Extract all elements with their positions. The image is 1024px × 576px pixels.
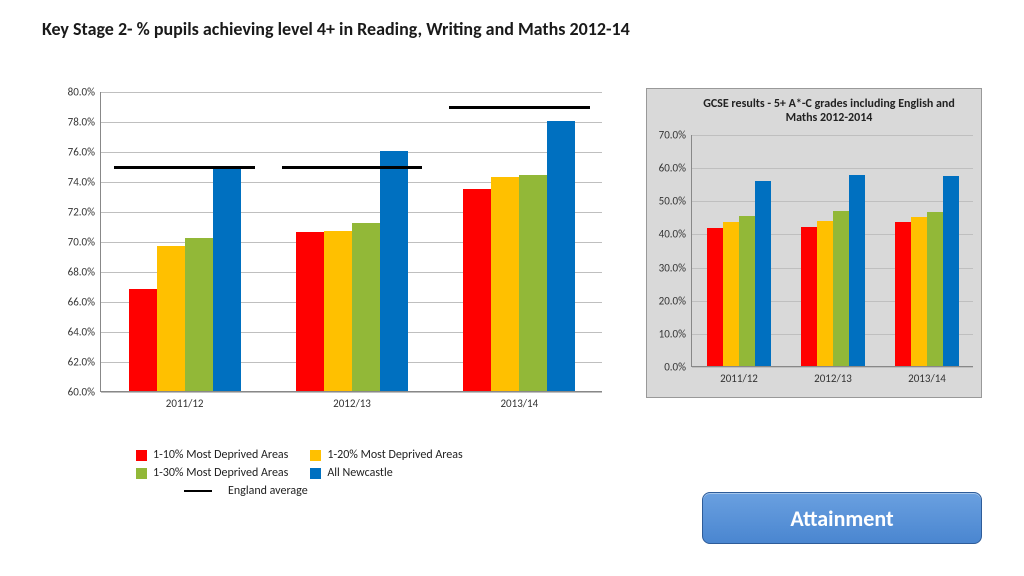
bar: [801, 227, 817, 366]
bar: [324, 231, 352, 392]
ytick: 80.0%: [68, 86, 95, 99]
gridline: [101, 152, 602, 153]
bar: [833, 211, 849, 366]
ytick: 72.0%: [68, 206, 95, 219]
gridline: [692, 135, 973, 136]
ytick: 66.0%: [68, 296, 95, 309]
gcse-panel: GCSE results - 5+ A*-C grades including …: [646, 88, 982, 398]
bar: [185, 238, 213, 391]
legend-label: England average: [228, 484, 308, 498]
bar: [895, 222, 911, 366]
england-line: [114, 166, 255, 169]
bar: [707, 228, 723, 366]
bar: [129, 289, 157, 391]
ks2-chart: 60.0% 62.0% 64.0% 66.0% 68.0% 70.0% 72.0% 74.0%…: [46, 88, 606, 424]
ytick: 78.0%: [68, 116, 95, 129]
gridline: [101, 122, 602, 123]
bar: [352, 223, 380, 391]
ytick: 68.0%: [68, 266, 95, 279]
ytick: 60.0%: [659, 162, 686, 175]
ytick: 62.0%: [68, 356, 95, 369]
ytick: 40.0%: [659, 228, 686, 241]
ytick: 60.0%: [68, 386, 95, 399]
bar: [755, 181, 771, 366]
ytick: 20.0%: [659, 294, 686, 307]
attainment-button[interactable]: Attainment: [702, 492, 982, 544]
bar: [213, 166, 241, 391]
bar: [547, 121, 575, 391]
bar: [817, 221, 833, 366]
england-line: [449, 106, 590, 109]
ytick: 70.0%: [659, 129, 686, 142]
legend-swatch: [310, 468, 321, 479]
ks2-plot: 60.0%62.0%64.0%66.0%68.0%70.0%72.0%74.0%…: [100, 92, 602, 392]
bar: [739, 216, 755, 366]
england-line: [282, 166, 423, 169]
ytick: 50.0%: [659, 195, 686, 208]
gcse-title: GCSE results - 5+ A*-C grades including …: [647, 97, 981, 125]
legend-swatch: [136, 450, 147, 461]
legend-label: 1-30% Most Deprived Areas: [153, 466, 288, 480]
xtick: 2013/14: [500, 397, 538, 410]
bar: [911, 217, 927, 366]
gcse-plot: 0.0%10.0%20.0%30.0%40.0%50.0%60.0%70.0%2…: [691, 135, 973, 367]
legend-line-icon: [184, 490, 212, 492]
legend-swatch: [136, 468, 147, 479]
legend: 1-10% Most Deprived Areas 1-20% Most Depr…: [136, 448, 479, 502]
ytick: 70.0%: [68, 236, 95, 249]
legend-swatch: [310, 450, 321, 461]
ytick: 74.0%: [68, 176, 95, 189]
bar: [157, 246, 185, 392]
ytick: 0.0%: [664, 361, 686, 374]
gridline: [692, 367, 973, 368]
legend-label: All Newcastle: [327, 466, 392, 480]
bar: [519, 175, 547, 391]
bar: [723, 222, 739, 366]
ytick: 10.0%: [659, 327, 686, 340]
bar: [849, 175, 865, 366]
xtick: 2012/13: [814, 372, 852, 385]
xtick: 2011/12: [166, 397, 204, 410]
ytick: 76.0%: [68, 146, 95, 159]
bar: [927, 212, 943, 366]
legend-label: 1-10% Most Deprived Areas: [153, 448, 288, 462]
gridline: [101, 92, 602, 93]
bar: [491, 177, 519, 392]
legend-label: 1-20% Most Deprived Areas: [327, 448, 462, 462]
bar: [463, 189, 491, 392]
gridline: [101, 392, 602, 393]
page-title: Key Stage 2- % pupils achieving level 4+…: [42, 18, 630, 40]
bar: [943, 176, 959, 366]
xtick: 2012/13: [333, 397, 371, 410]
ytick: 64.0%: [68, 326, 95, 339]
gridline: [692, 201, 973, 202]
xtick: 2013/14: [908, 372, 946, 385]
ytick: 30.0%: [659, 261, 686, 274]
bar: [296, 232, 324, 391]
xtick: 2011/12: [720, 372, 758, 385]
gridline: [692, 168, 973, 169]
bar: [380, 151, 408, 391]
